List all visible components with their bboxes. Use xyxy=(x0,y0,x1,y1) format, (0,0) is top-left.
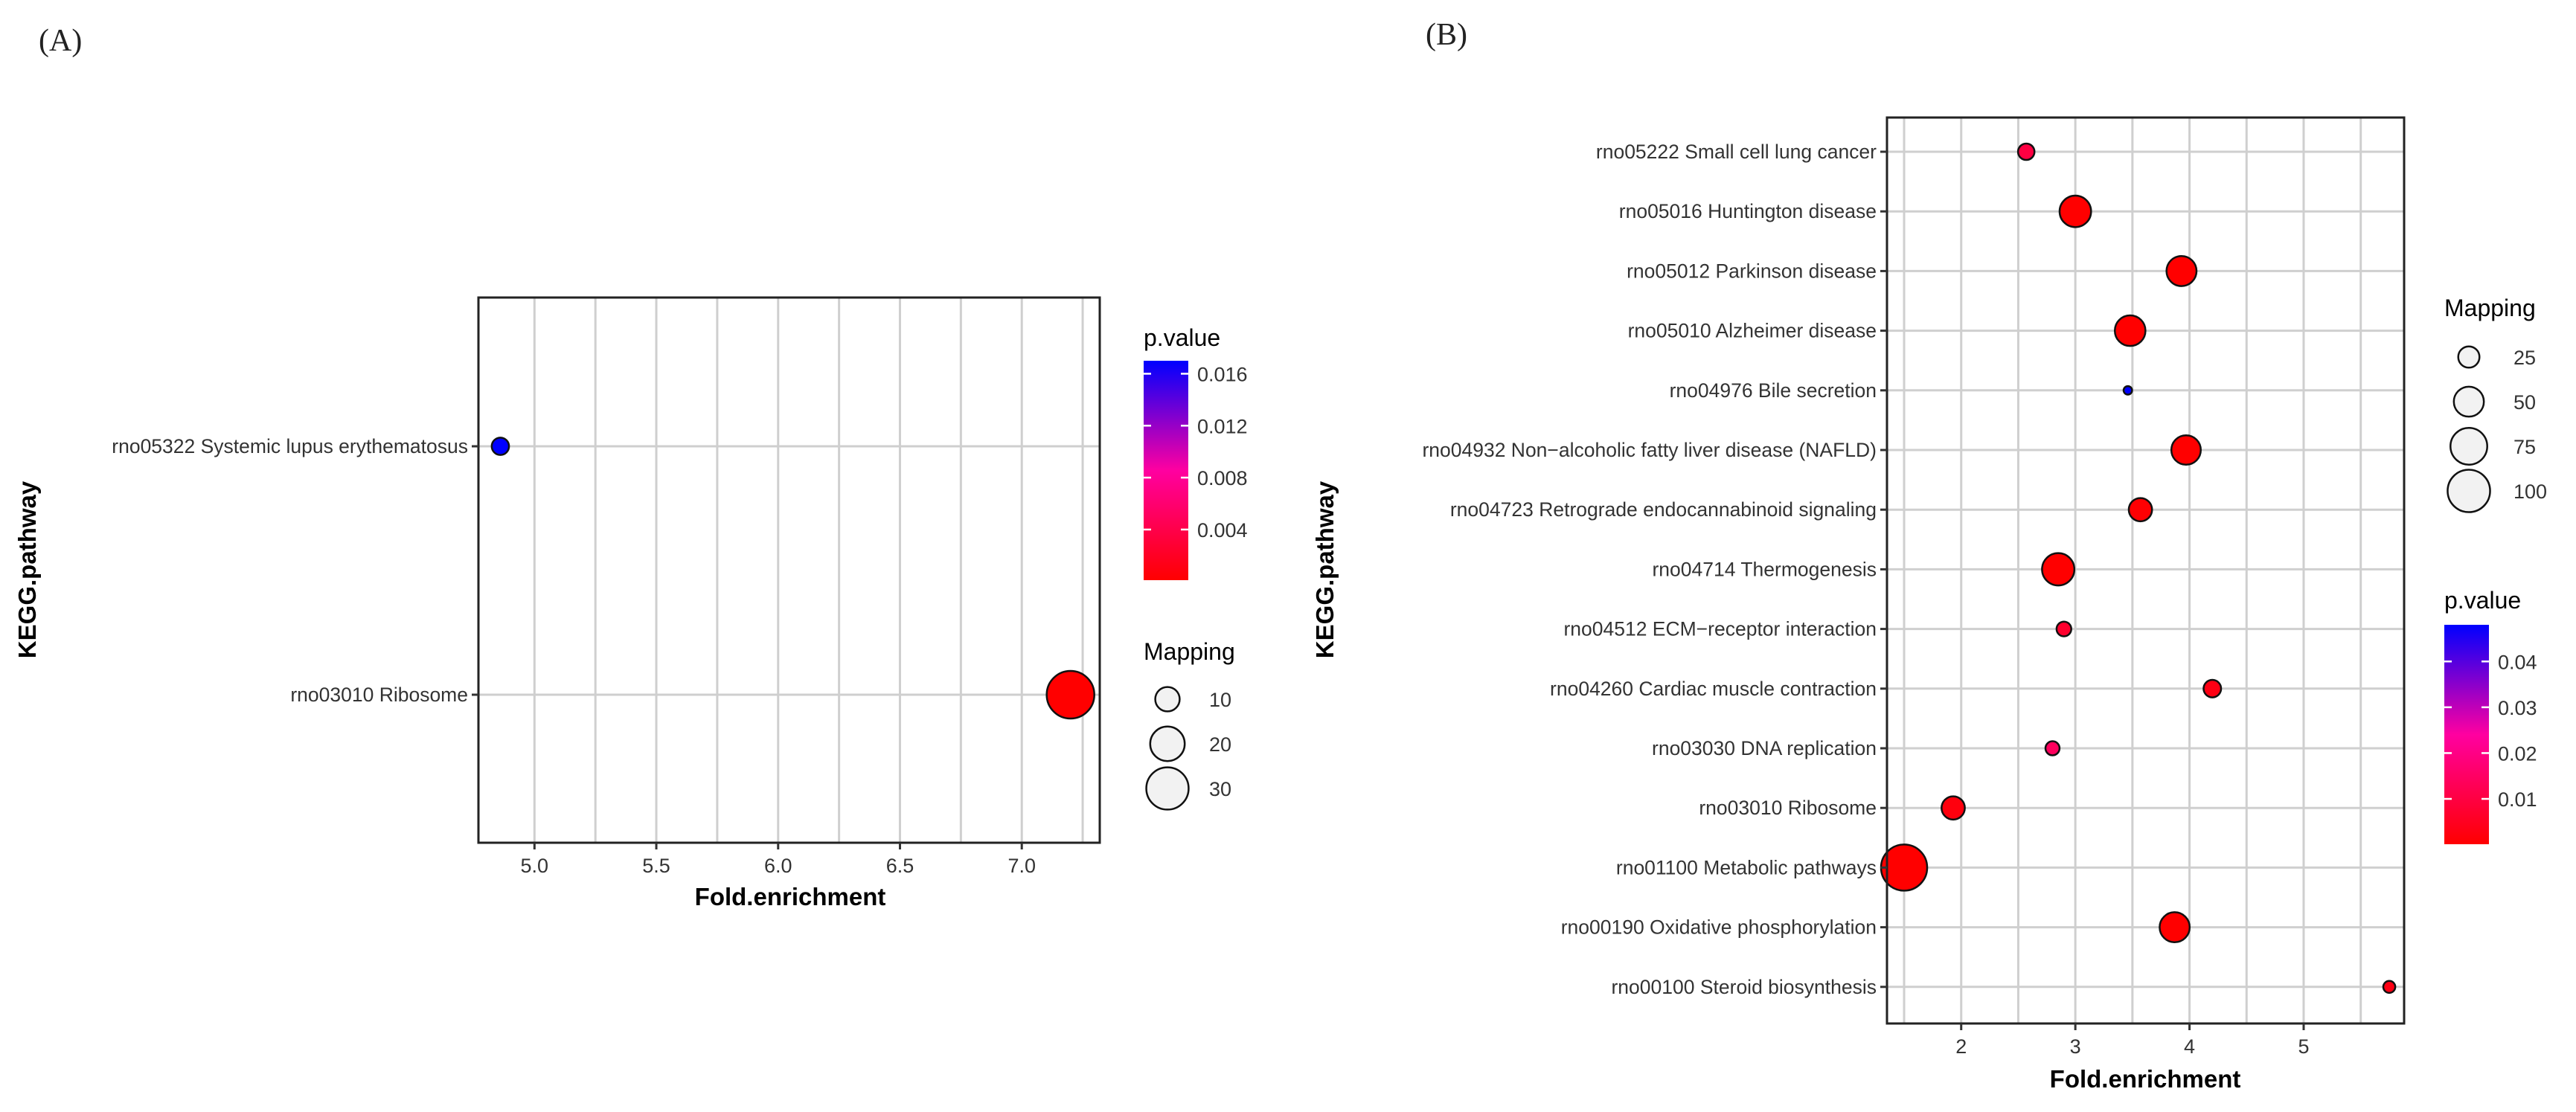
plot-b-category-labels: rno05222 Small cell lung cancer rno05016 … xyxy=(1422,141,1887,998)
color-legend-label: 0.004 xyxy=(1197,519,1248,541)
point-rno05222-small-cell-lung-cancer xyxy=(2016,142,2036,161)
color-legend-label: 0.02 xyxy=(2498,742,2537,765)
point-rno04723-retrograde-endocannabinoid-signaling xyxy=(2127,497,2153,523)
size-legend-key-20 xyxy=(1149,725,1186,762)
color-legend-b-ticks: 0.04 0.03 0.02 0.01 xyxy=(2444,651,2537,811)
x-tick-label: 7.0 xyxy=(1007,855,1036,877)
size-legend-key-75 xyxy=(2450,427,2488,466)
category-label-rno05010-alzheimer-disease: rno05010 Alzheimer disease xyxy=(1628,320,1877,342)
category-label-rno01100-metabolic-pathways: rno01100 Metabolic pathways xyxy=(1616,856,1877,878)
point-rno03030-dna-replication xyxy=(2044,740,2061,756)
category-label-rno04723-retrograde-endocannabinoid-signaling: rno04723 Retrograde endocannabinoid sign… xyxy=(1450,498,1877,521)
size-legend-key-10 xyxy=(1154,686,1181,713)
point-rno04260-cardiac-muscle-contraction xyxy=(2202,678,2223,698)
plot-b-background xyxy=(1887,118,2404,1023)
plot-b-border xyxy=(1885,116,2406,1025)
point-rno05010-alzheimer-disease xyxy=(2113,314,2147,347)
x-tick-label: 4 xyxy=(2184,1035,2195,1058)
category-label-rno03030-dna-replication: rno03030 DNA replication xyxy=(1652,737,1877,759)
size-legend-a-title: Mapping xyxy=(1144,638,1235,665)
point-rno04932-non-alcoholic-fatty-liver-disease-nafld xyxy=(2170,434,2202,466)
category-label-rno00190-oxidative-phosphorylation: rno00190 Oxidative phosphorylation xyxy=(1561,916,1877,939)
point-rno00100-steroid-biosynthesis xyxy=(2382,980,2397,994)
size-legend-b-title: Mapping xyxy=(2444,295,2536,321)
size-legend-label-20: 20 xyxy=(1209,733,1231,756)
plot-a-x-ticks: 5.0 5.5 6.0 6.5 7.0 xyxy=(521,843,1036,877)
y-axis-title-a: KEGG.pathway xyxy=(13,481,41,658)
panel-b-label: (B) xyxy=(1426,18,1467,52)
plot-a-background xyxy=(478,298,1100,843)
size-legend-key-25 xyxy=(2457,345,2481,369)
category-label-rno05322-systemic-lupus-erythematosus: rno05322 Systemic lupus erythematosus xyxy=(112,435,468,457)
size-legend-label-75: 75 xyxy=(2513,436,2536,458)
point-rno04714-thermogenesis xyxy=(2041,552,2076,587)
size-legend-label-100: 100 xyxy=(2513,481,2547,503)
color-legend-label: 0.016 xyxy=(1197,363,1248,385)
plot-a-category-labels: rno05322 Systemic lupus erythematosus rno… xyxy=(112,435,478,706)
x-axis-title-b: Fold.enrichment xyxy=(2050,1065,2241,1093)
y-axis-title-b: KEGG.pathway xyxy=(1311,481,1339,658)
category-label-rno03010-ribosome: rno03010 Ribosome xyxy=(1699,797,1877,819)
plot-a-border xyxy=(477,296,1101,844)
category-label-rno05016-huntington-disease: rno05016 Huntington disease xyxy=(1619,200,1877,222)
plot-b-points xyxy=(1880,142,2397,994)
point-rno03010-ribosome xyxy=(1045,669,1095,720)
plot-a-points xyxy=(490,437,1095,720)
color-legend-b-title: p.value xyxy=(2444,587,2521,614)
point-rno00190-oxidative-phosphorylation xyxy=(2159,911,2191,944)
color-legend-b-bar xyxy=(2444,625,2489,844)
point-rno04976-bile-secretion xyxy=(2122,385,2133,396)
category-label-rno05012-parkinson-disease: rno05012 Parkinson disease xyxy=(1627,260,1877,282)
x-tick-label: 2 xyxy=(1955,1035,1967,1058)
category-label-rno00100-steroid-biosynthesis: rno00100 Steroid biosynthesis xyxy=(1611,976,1877,998)
plot-a-gridlines xyxy=(478,298,1100,843)
panel-b: (B) rno05222 Small cell lung cancerrno05… xyxy=(1311,18,2547,1093)
x-tick-label: 6.0 xyxy=(764,855,792,877)
size-legend-key-30 xyxy=(1145,766,1190,811)
size-legend-key-50 xyxy=(2452,385,2485,418)
category-label-rno04932-non-alcoholic-fatty-liver-disease-nafld: rno04932 Non−alcoholic fatty liver disea… xyxy=(1422,439,1877,461)
color-legend-label: 0.008 xyxy=(1197,467,1248,489)
point-rno05322-systemic-lupus-erythematosus xyxy=(490,437,510,456)
size-legend-a: 10 20 30 xyxy=(1145,686,1231,811)
color-legend-label: 0.03 xyxy=(2498,697,2537,719)
size-legend-key-100 xyxy=(2447,469,2491,513)
size-legend-label-50: 50 xyxy=(2513,391,2536,414)
category-label-rno04976-bile-secretion: rno04976 Bile secretion xyxy=(1670,379,1877,402)
panel-a-label: (A) xyxy=(39,24,82,58)
point-rno05012-parkinson-disease xyxy=(2165,254,2198,287)
category-label-rno04512-ecm-receptor-interaction: rno04512 ECM−receptor interaction xyxy=(1563,618,1877,640)
color-legend-label: 0.04 xyxy=(2498,651,2537,673)
color-legend-a-ticks: 0.016 0.012 0.008 0.004 xyxy=(1144,363,1248,541)
category-label-rno05222-small-cell-lung-cancer: rno05222 Small cell lung cancer xyxy=(1596,141,1877,163)
plot-b-gridlines xyxy=(1887,118,2404,1023)
category-label-rno03010-ribosome: rno03010 Ribosome xyxy=(290,684,468,706)
size-legend-label-30: 30 xyxy=(1209,778,1231,800)
x-tick-label: 3 xyxy=(2070,1035,2081,1058)
size-legend-label-25: 25 xyxy=(2513,347,2536,369)
x-tick-label: 6.5 xyxy=(886,855,914,877)
x-axis-title-a: Fold.enrichment xyxy=(695,883,886,910)
point-rno03010-ribosome xyxy=(1941,795,1966,821)
panel-a: (A) rno05322 Systemic lupus erythematosu… xyxy=(13,24,1248,910)
color-legend-label: 0.012 xyxy=(1197,415,1248,437)
point-rno04512-ecm-receptor-interaction xyxy=(2055,620,2072,637)
category-label-rno04714-thermogenesis: rno04714 Thermogenesis xyxy=(1652,558,1877,580)
color-legend-a-bar xyxy=(1144,361,1188,580)
color-legend-label: 0.01 xyxy=(2498,788,2537,811)
size-legend-label-10: 10 xyxy=(1209,689,1231,711)
plot-b-x-ticks: 2 3 4 5 xyxy=(1955,1023,2310,1058)
category-label-rno04260-cardiac-muscle-contraction: rno04260 Cardiac muscle contraction xyxy=(1550,678,1877,700)
x-tick-label: 5.0 xyxy=(521,855,549,877)
x-tick-label: 5.5 xyxy=(642,855,670,877)
size-legend-b: 25 50 75 100 xyxy=(2447,345,2547,513)
color-legend-a-title: p.value xyxy=(1144,324,1220,351)
point-rno05016-huntington-disease xyxy=(2058,194,2092,228)
x-tick-label: 5 xyxy=(2298,1035,2309,1058)
